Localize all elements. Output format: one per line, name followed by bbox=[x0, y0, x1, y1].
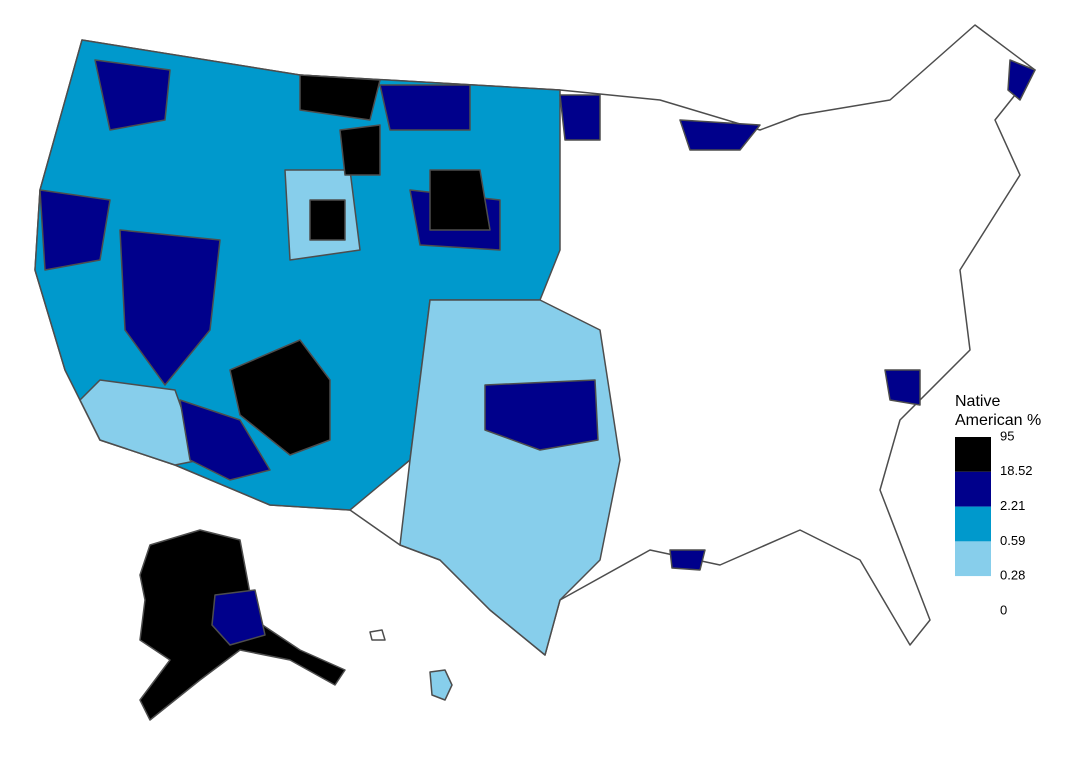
legend-title-line: Native bbox=[955, 393, 1000, 410]
legend-label: 0.59 bbox=[1000, 533, 1025, 548]
legend-swatch bbox=[955, 576, 991, 611]
legend-label: 0.28 bbox=[1000, 568, 1025, 583]
alaska-se bbox=[211, 589, 266, 646]
montana-black bbox=[299, 74, 381, 121]
mt-black-2 bbox=[339, 124, 381, 176]
hawaii bbox=[429, 669, 453, 701]
minnesota-region bbox=[559, 94, 601, 141]
wisconsin-region bbox=[679, 119, 761, 151]
oklahoma-region bbox=[484, 379, 599, 451]
washington-region bbox=[94, 59, 171, 131]
map-regions bbox=[34, 24, 1036, 721]
legend-label: 18.52 bbox=[1000, 463, 1033, 478]
legend: Native American % 95 18.52 2.21 0.59 0.28 0 bbox=[955, 393, 1041, 617]
mississippi-region bbox=[669, 549, 706, 571]
hawaii-islands bbox=[369, 629, 386, 641]
nevada-region bbox=[119, 229, 221, 386]
legend-label: 2.21 bbox=[1000, 498, 1025, 513]
navajo-region bbox=[229, 339, 331, 456]
legend-swatch bbox=[955, 471, 991, 507]
legend-title-line: American % bbox=[955, 412, 1041, 429]
legend-label: 95 bbox=[1000, 428, 1014, 443]
plains-region bbox=[399, 299, 621, 656]
arizona-region bbox=[179, 399, 271, 481]
southwest-region bbox=[79, 379, 201, 466]
legend-swatch bbox=[955, 541, 991, 577]
legend-swatch bbox=[955, 437, 991, 472]
nc-region bbox=[884, 369, 921, 406]
legend-label: 0 bbox=[1000, 602, 1007, 617]
legend-swatch bbox=[955, 506, 991, 542]
maine-region bbox=[1007, 59, 1036, 101]
montana-region bbox=[379, 84, 471, 131]
sd-black bbox=[429, 169, 491, 231]
wy-black bbox=[309, 199, 346, 241]
oregon-region bbox=[39, 189, 111, 271]
